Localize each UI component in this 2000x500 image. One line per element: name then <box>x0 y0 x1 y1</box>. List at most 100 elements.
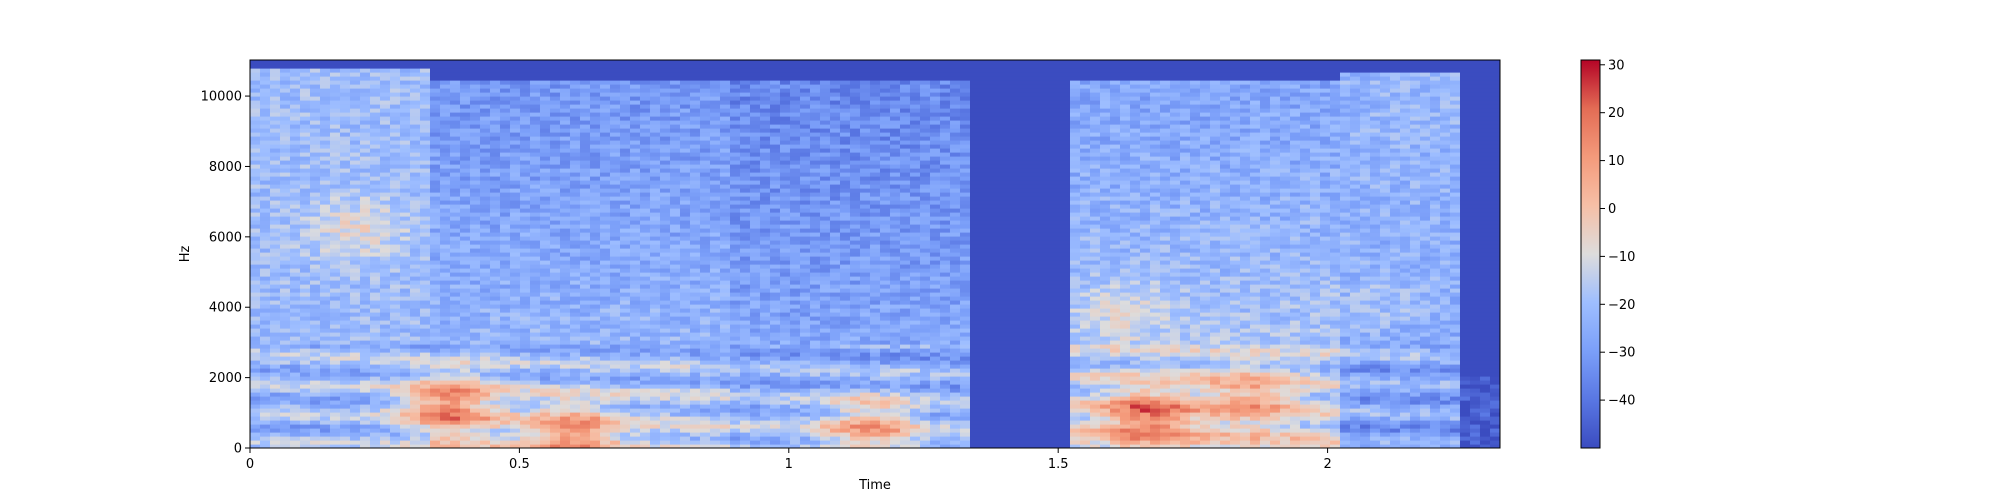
heatmap-cell <box>380 304 391 309</box>
heatmap-cell <box>280 384 291 389</box>
heatmap-cell <box>570 256 581 261</box>
heatmap-cell <box>730 324 741 329</box>
heatmap-cell <box>320 428 331 433</box>
heatmap-cell <box>620 380 631 385</box>
heatmap-cell <box>690 164 701 169</box>
heatmap-cell <box>300 388 311 393</box>
heatmap-cell <box>390 288 401 293</box>
heatmap-cell <box>390 432 401 437</box>
heatmap-cell <box>540 216 551 221</box>
heatmap-cell <box>360 416 371 421</box>
heatmap-cell <box>560 88 571 93</box>
heatmap-cell <box>440 76 451 81</box>
heatmap-cell <box>430 412 441 417</box>
heatmap-cell <box>570 60 581 65</box>
heatmap-cell <box>640 360 651 365</box>
heatmap-cell <box>260 108 271 113</box>
heatmap-cell <box>540 144 551 149</box>
heatmap-cell <box>490 168 501 173</box>
heatmap-cell <box>620 72 631 77</box>
heatmap-cell <box>410 64 421 69</box>
heatmap-cell <box>420 320 431 325</box>
heatmap-cell <box>290 252 301 257</box>
heatmap-cell <box>470 208 481 213</box>
heatmap-cell <box>370 176 381 181</box>
heatmap-cell <box>430 232 441 237</box>
heatmap-cell <box>490 440 501 445</box>
heatmap-cell <box>410 384 421 389</box>
heatmap-cell <box>760 392 771 397</box>
heatmap-cell <box>290 92 301 97</box>
heatmap-cell <box>610 92 621 97</box>
heatmap-cell <box>510 304 521 309</box>
heatmap-cell <box>380 424 391 429</box>
heatmap-cell <box>620 132 631 137</box>
heatmap-cell <box>380 132 391 137</box>
heatmap-cell <box>500 420 511 425</box>
heatmap-cell <box>250 104 261 109</box>
heatmap-cell <box>500 292 511 297</box>
heatmap-cell <box>290 276 301 281</box>
heatmap-cell <box>460 204 471 209</box>
heatmap-cell <box>680 108 691 113</box>
heatmap-cell <box>610 268 621 273</box>
heatmap-cell <box>700 240 711 245</box>
heatmap-cell <box>260 152 271 157</box>
heatmap-cell <box>390 376 401 381</box>
heatmap-cell <box>410 396 421 401</box>
heatmap-cell <box>570 196 581 201</box>
heatmap-cell <box>670 148 681 153</box>
heatmap-cell <box>260 136 271 141</box>
heatmap-cell <box>680 296 691 301</box>
heatmap-cell <box>590 424 601 429</box>
heatmap-cell <box>480 328 491 333</box>
heatmap-cell <box>670 188 681 193</box>
heatmap-cell <box>640 356 651 361</box>
heatmap-cell <box>430 156 441 161</box>
heatmap-cell <box>760 404 771 409</box>
heatmap-cell <box>740 240 751 245</box>
heatmap-cell <box>670 216 681 221</box>
heatmap-cell <box>570 84 581 89</box>
heatmap-cell <box>580 176 591 181</box>
heatmap-cell <box>590 184 601 189</box>
heatmap-cell <box>620 260 631 265</box>
heatmap-cell <box>640 212 651 217</box>
heatmap-cell <box>570 168 581 173</box>
heatmap-cell <box>340 372 351 377</box>
heatmap-cell <box>660 268 671 273</box>
heatmap-cell <box>460 96 471 101</box>
heatmap-cell <box>390 220 401 225</box>
heatmap-cell <box>540 356 551 361</box>
heatmap-cell <box>590 64 601 69</box>
heatmap-cell <box>500 116 511 121</box>
heatmap-cell <box>490 320 501 325</box>
heatmap-cell <box>550 168 561 173</box>
heatmap-cell <box>750 68 761 73</box>
heatmap-cell <box>600 408 611 413</box>
heatmap-cell <box>580 440 591 445</box>
heatmap-cell <box>400 164 411 169</box>
heatmap-cell <box>420 380 431 385</box>
heatmap-cell <box>710 72 721 77</box>
heatmap-cell <box>740 180 751 185</box>
heatmap-cell <box>620 328 631 333</box>
heatmap-cell <box>730 116 741 121</box>
heatmap-cell <box>590 376 601 381</box>
heatmap-cell <box>380 340 391 345</box>
heatmap-cell <box>630 64 641 69</box>
heatmap-cell <box>730 180 741 185</box>
heatmap-cell <box>540 192 551 197</box>
heatmap-cell <box>660 288 671 293</box>
heatmap-cell <box>590 372 601 377</box>
heatmap-cell <box>750 136 761 141</box>
heatmap-cell <box>690 312 701 317</box>
heatmap-cell <box>330 244 341 249</box>
heatmap-cell <box>440 72 451 77</box>
heatmap-cell <box>380 300 391 305</box>
heatmap-cell <box>530 328 541 333</box>
heatmap-cell <box>310 200 321 205</box>
heatmap-cell <box>570 424 581 429</box>
heatmap-cell <box>710 236 721 241</box>
heatmap-cell <box>250 80 261 85</box>
